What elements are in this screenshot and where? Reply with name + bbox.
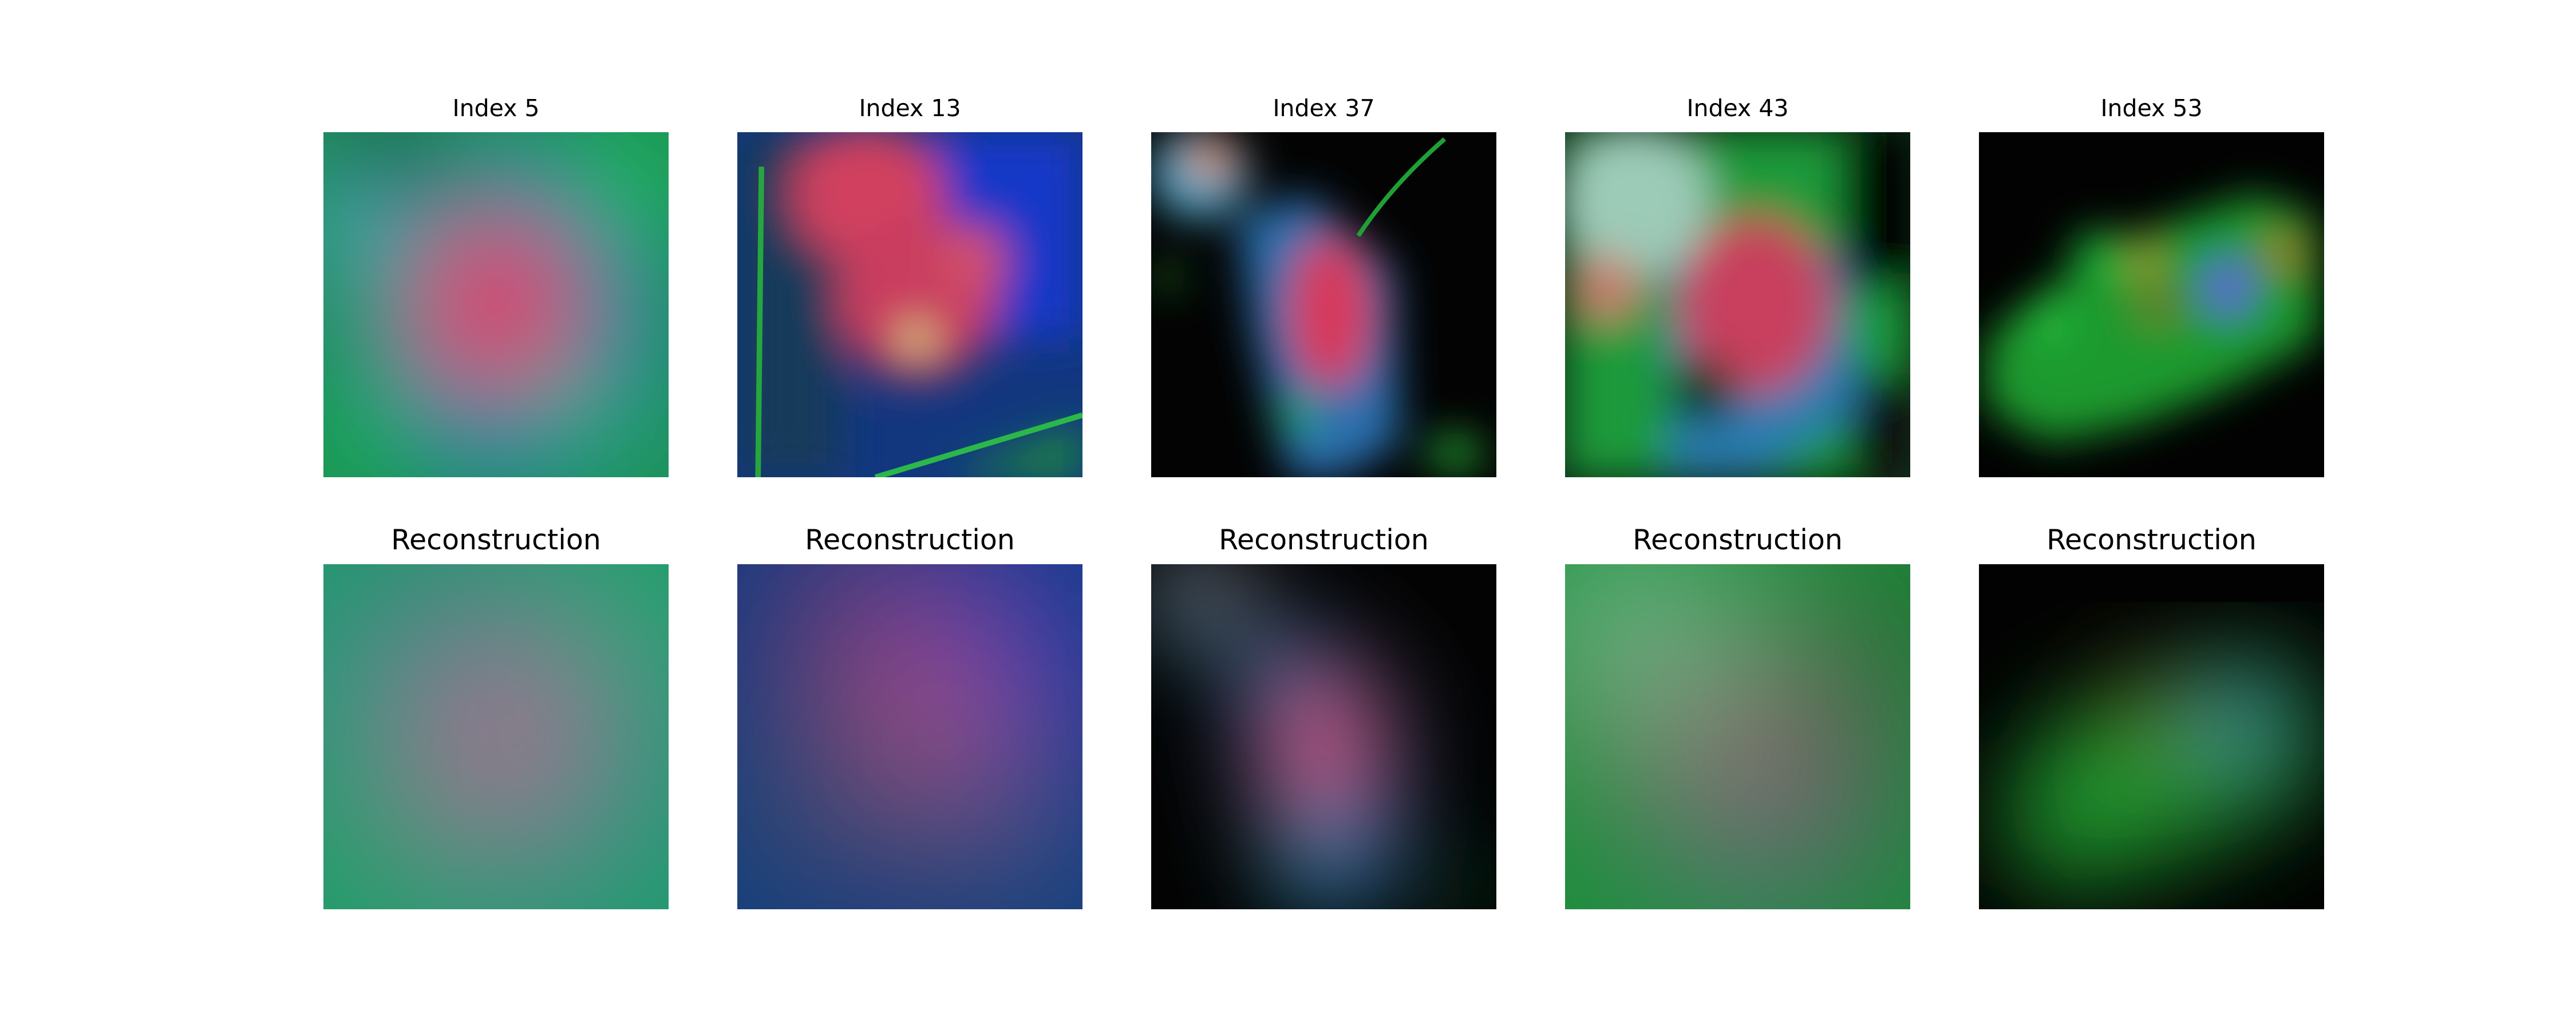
original-image-index-13 [737,132,1082,477]
panel-title-index-37: Index 37 [1273,94,1375,122]
reconstruction-image-index-53 [1979,564,2324,909]
reconstruction-image-index-5 [323,564,669,909]
panel-title-reconstruction-13: Reconstruction [805,524,1015,556]
panel-title-reconstruction-43: Reconstruction [1633,524,1843,556]
reconstruction-image-index-37 [1151,564,1496,909]
panel-title-reconstruction-37: Reconstruction [1219,524,1429,556]
panel-title-index-5: Index 5 [452,94,540,122]
panel-title-reconstruction-5: Reconstruction [391,524,601,556]
reconstruction-image-index-13 [737,564,1082,909]
original-image-index-43 [1565,132,1910,477]
reconstruction-image-index-43 [1565,564,1910,909]
panel-title-index-53: Index 53 [2100,94,2203,122]
original-image-index-5 [323,132,669,477]
original-image-index-37 [1151,132,1496,477]
panel-title-reconstruction-53: Reconstruction [2046,524,2257,556]
panel-title-index-13: Index 13 [859,94,961,122]
original-image-index-53 [1979,132,2324,477]
panel-title-index-43: Index 43 [1686,94,1789,122]
